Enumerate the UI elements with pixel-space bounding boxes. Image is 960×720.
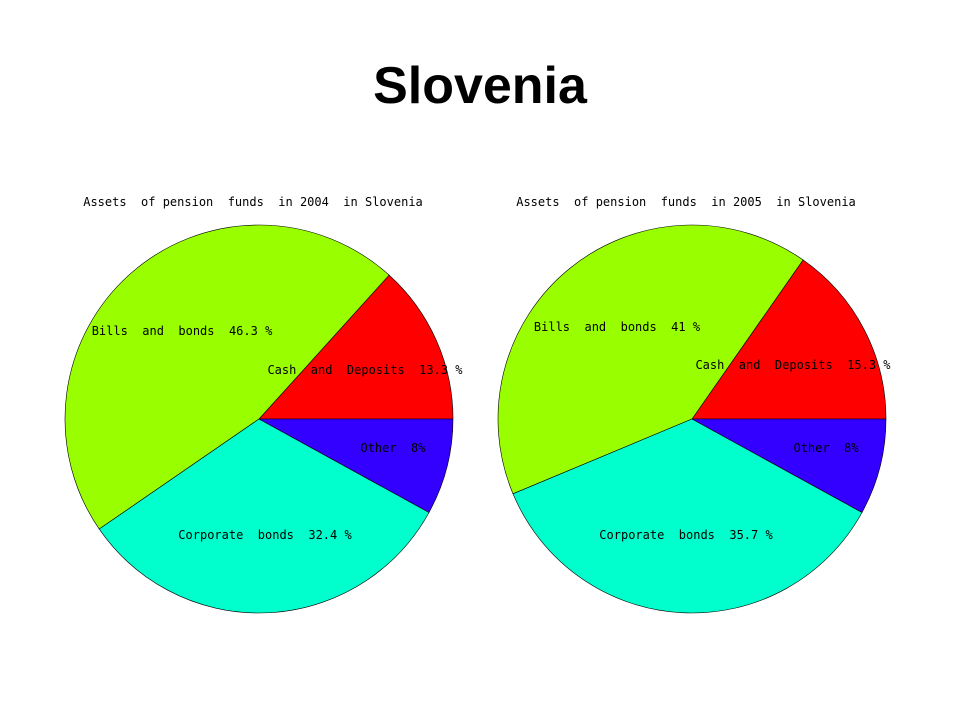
pie-slice-cash-and-deposits bbox=[258, 274, 454, 420]
slice-label-corporate-bonds: Corporate bonds 35.7 % bbox=[599, 528, 773, 542]
pie-slice-other bbox=[691, 418, 887, 513]
pie-slice-bills-and-bonds bbox=[64, 224, 390, 530]
pie-slice-cash-and-deposits bbox=[691, 259, 887, 420]
pie-chart-1: Assets of pension funds in 2004 in Slove… bbox=[64, 195, 463, 614]
pie-slice-other bbox=[258, 418, 454, 513]
pie-slice-bills-and-bonds bbox=[497, 224, 804, 495]
slice-label-cash-and-deposits: Cash and Deposits 15.3 % bbox=[695, 358, 891, 372]
slice-label-bills-and-bonds: Bills and bonds 41 % bbox=[534, 320, 701, 334]
slice-label-other: Other 8% bbox=[360, 441, 426, 455]
pie-slice-corporate-bonds bbox=[512, 418, 863, 614]
chart-title: Assets of pension funds in 2005 in Slove… bbox=[516, 195, 856, 209]
slice-label-other: Other 8% bbox=[793, 441, 859, 455]
pie-slice-corporate-bonds bbox=[98, 418, 430, 614]
pie-chart-2: Assets of pension funds in 2005 in Slove… bbox=[497, 195, 891, 614]
slide-title: Slovenia bbox=[373, 57, 587, 115]
slice-label-cash-and-deposits: Cash and Deposits 13.3 % bbox=[267, 363, 463, 377]
slice-label-corporate-bonds: Corporate bonds 32.4 % bbox=[178, 528, 352, 542]
slice-label-bills-and-bonds: Bills and bonds 46.3 % bbox=[92, 324, 273, 338]
chart-title: Assets of pension funds in 2004 in Slove… bbox=[83, 195, 423, 209]
